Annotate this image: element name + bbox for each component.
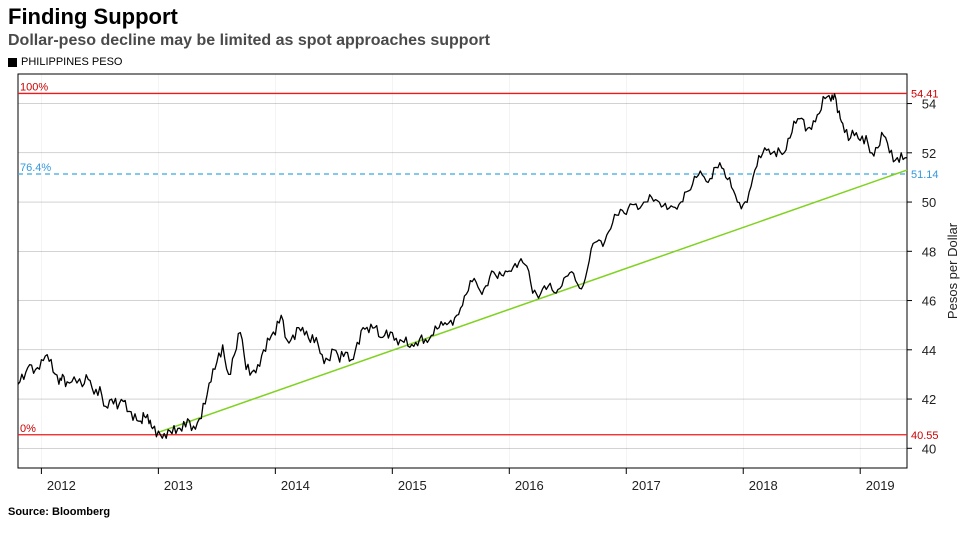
svg-text:46: 46	[922, 294, 936, 309]
svg-text:50: 50	[922, 195, 936, 210]
svg-text:100%: 100%	[20, 81, 48, 93]
svg-text:2018: 2018	[749, 478, 778, 493]
chart-subtitle: Dollar-peso decline may be limited as sp…	[0, 30, 977, 54]
chart-source: Source: Bloomberg	[0, 500, 977, 524]
chart-container: { "title": "Finding Support", "subtitle"…	[0, 0, 977, 549]
legend-marker	[8, 58, 17, 67]
svg-text:76.4%: 76.4%	[20, 162, 51, 174]
svg-text:44: 44	[922, 343, 936, 358]
legend-label: PHILIPPINES PESO	[21, 56, 122, 68]
svg-text:2016: 2016	[515, 478, 544, 493]
svg-text:0%: 0%	[20, 423, 36, 435]
chart-title: Finding Support	[0, 0, 977, 30]
svg-text:42: 42	[922, 392, 936, 407]
svg-text:52: 52	[922, 146, 936, 161]
svg-text:51.14: 51.14	[911, 169, 939, 181]
svg-text:2013: 2013	[164, 478, 193, 493]
svg-text:40: 40	[922, 441, 936, 456]
svg-text:2015: 2015	[398, 478, 427, 493]
svg-text:Pesos per Dollar: Pesos per Dollar	[945, 222, 960, 319]
chart-svg: 4042444648505254201220132014201520162017…	[10, 70, 967, 500]
svg-text:2014: 2014	[281, 478, 310, 493]
chart-plot-area: 4042444648505254201220132014201520162017…	[10, 70, 967, 500]
svg-text:2012: 2012	[47, 478, 76, 493]
legend: PHILIPPINES PESO	[0, 54, 977, 70]
svg-text:54.41: 54.41	[911, 88, 939, 100]
svg-text:2017: 2017	[632, 478, 661, 493]
svg-text:2019: 2019	[866, 478, 895, 493]
svg-text:48: 48	[922, 244, 936, 259]
svg-text:40.55: 40.55	[911, 430, 939, 442]
